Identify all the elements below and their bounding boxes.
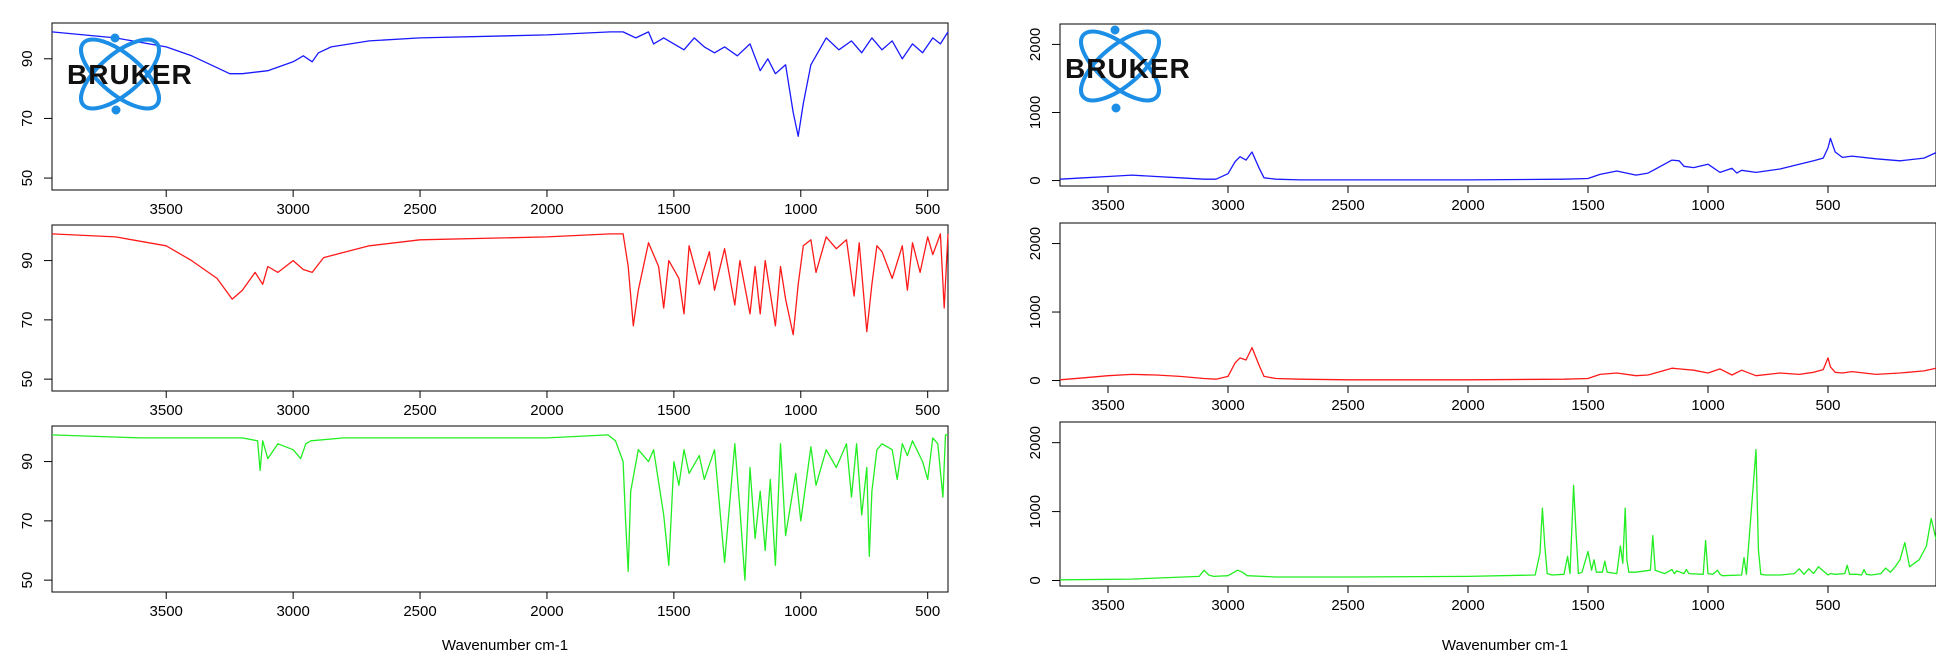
logo-text: BRUKER [67,59,193,90]
x-tick-label: 2500 [403,603,436,620]
spectrum-line [51,434,948,581]
panel-left-bottom: 3500 3000 2500 2000 1500 1000 500 50 70 90 [19,425,949,620]
x-tick-label: 3000 [1211,597,1244,614]
y-tick-label: 2000 [1027,28,1044,61]
y-tick-label: 50 [19,371,36,388]
x-tick-label: 3500 [1091,197,1124,214]
y-tick-label: 2000 [1027,426,1044,459]
y-tick-label: 0 [1027,176,1044,184]
y-tick-label: 50 [19,572,36,589]
y-tick-label: 1000 [1027,96,1044,129]
x-tick-label: 3500 [1091,597,1124,614]
plot-frame [51,425,949,593]
x-tick-label: 1000 [1691,397,1724,414]
x-tick-label: 3000 [1211,197,1244,214]
y-tick-label: 1000 [1027,495,1044,528]
y-tick-label: 50 [19,170,36,187]
x-tick-label: 1500 [657,603,690,620]
y-tick-label: 70 [19,312,36,329]
y-tick-label: 2000 [1027,227,1044,260]
x-tick-label: 3500 [1091,397,1124,414]
x-tick-label: 2500 [1331,197,1364,214]
panel-right-middle: 3500 3000 2500 2000 1500 1000 500 0 1000 2000 [1027,222,1936,414]
spectrum-line [1059,137,1936,181]
x-tick-label: 1000 [1691,597,1724,614]
x-tick-label: 500 [915,201,940,218]
x-tick-label: 3500 [150,603,183,620]
x-tick-label: 1500 [1571,597,1604,614]
y-tick-label: 90 [19,50,36,67]
x-tick-label: 1000 [784,603,817,620]
logo-text: BRUKER [1065,53,1191,84]
x-tick-label: 3000 [276,201,309,218]
plot-frame [51,22,949,191]
x-tick-label: 1000 [784,402,817,419]
y-tick-label: 1000 [1027,295,1044,328]
y-tick-label: 90 [19,453,36,470]
x-tick-label: 2000 [530,201,563,218]
x-tick-label: 500 [915,603,940,620]
x-tick-label: 3000 [276,603,309,620]
spectrum-line [51,233,949,336]
atom-icon [1079,25,1161,113]
panel-left-top: 3500 3000 2500 2000 1500 1000 500 50 70 90 [19,22,949,218]
x-tick-label: 3000 [1211,397,1244,414]
bruker-logo-left: BRUKER [67,33,193,115]
x-tick-label: 2500 [1331,397,1364,414]
x-tick-label: 500 [1815,197,1840,214]
x-tick-label: 3000 [276,402,309,419]
spectrum-line [51,31,949,137]
right-xlabel: Wavenumber cm-1 [1442,637,1568,654]
x-tick-label: 1000 [784,201,817,218]
x-tick-label: 3500 [150,402,183,419]
x-tick-label: 2500 [1331,597,1364,614]
bruker-logo-right: BRUKER [1065,25,1191,113]
spectrum-line [1059,448,1936,581]
panel-right-top: 3500 3000 2500 2000 1500 1000 500 0 1000 2000 [1027,23,1936,214]
x-tick-label: 1500 [657,402,690,419]
x-tick-label: 1000 [1691,197,1724,214]
x-tick-label: 2000 [530,603,563,620]
x-tick-label: 2000 [1451,597,1484,614]
x-tick-label: 3500 [150,201,183,218]
x-tick-label: 1500 [1571,397,1604,414]
y-tick-label: 0 [1027,576,1044,584]
x-tick-label: 500 [915,402,940,419]
y-tick-label: 90 [19,252,36,269]
plot-frame [1059,421,1936,587]
panel-right-bottom: 3500 3000 2500 2000 1500 1000 500 0 1000 2000 [1027,421,1936,614]
atom-icon [79,33,161,115]
x-tick-label: 2500 [403,201,436,218]
left-xlabel: Wavenumber cm-1 [442,637,568,654]
plot-frame [1059,222,1936,387]
x-tick-label: 500 [1815,397,1840,414]
x-tick-label: 2000 [1451,197,1484,214]
y-tick-label: 0 [1027,376,1044,384]
x-tick-label: 2000 [530,402,563,419]
x-tick-label: 2000 [1451,397,1484,414]
x-tick-label: 1500 [657,201,690,218]
y-tick-label: 70 [19,513,36,530]
plot-frame [1059,23,1936,187]
x-tick-label: 1500 [1571,197,1604,214]
panel-left-middle: 3500 3000 2500 2000 1500 1000 500 50 70 90 [19,224,949,419]
y-tick-label: 70 [19,110,36,127]
x-tick-label: 2500 [403,402,436,419]
plot-frame [51,224,949,392]
x-tick-label: 500 [1815,597,1840,614]
spectrum-line [1059,346,1936,381]
